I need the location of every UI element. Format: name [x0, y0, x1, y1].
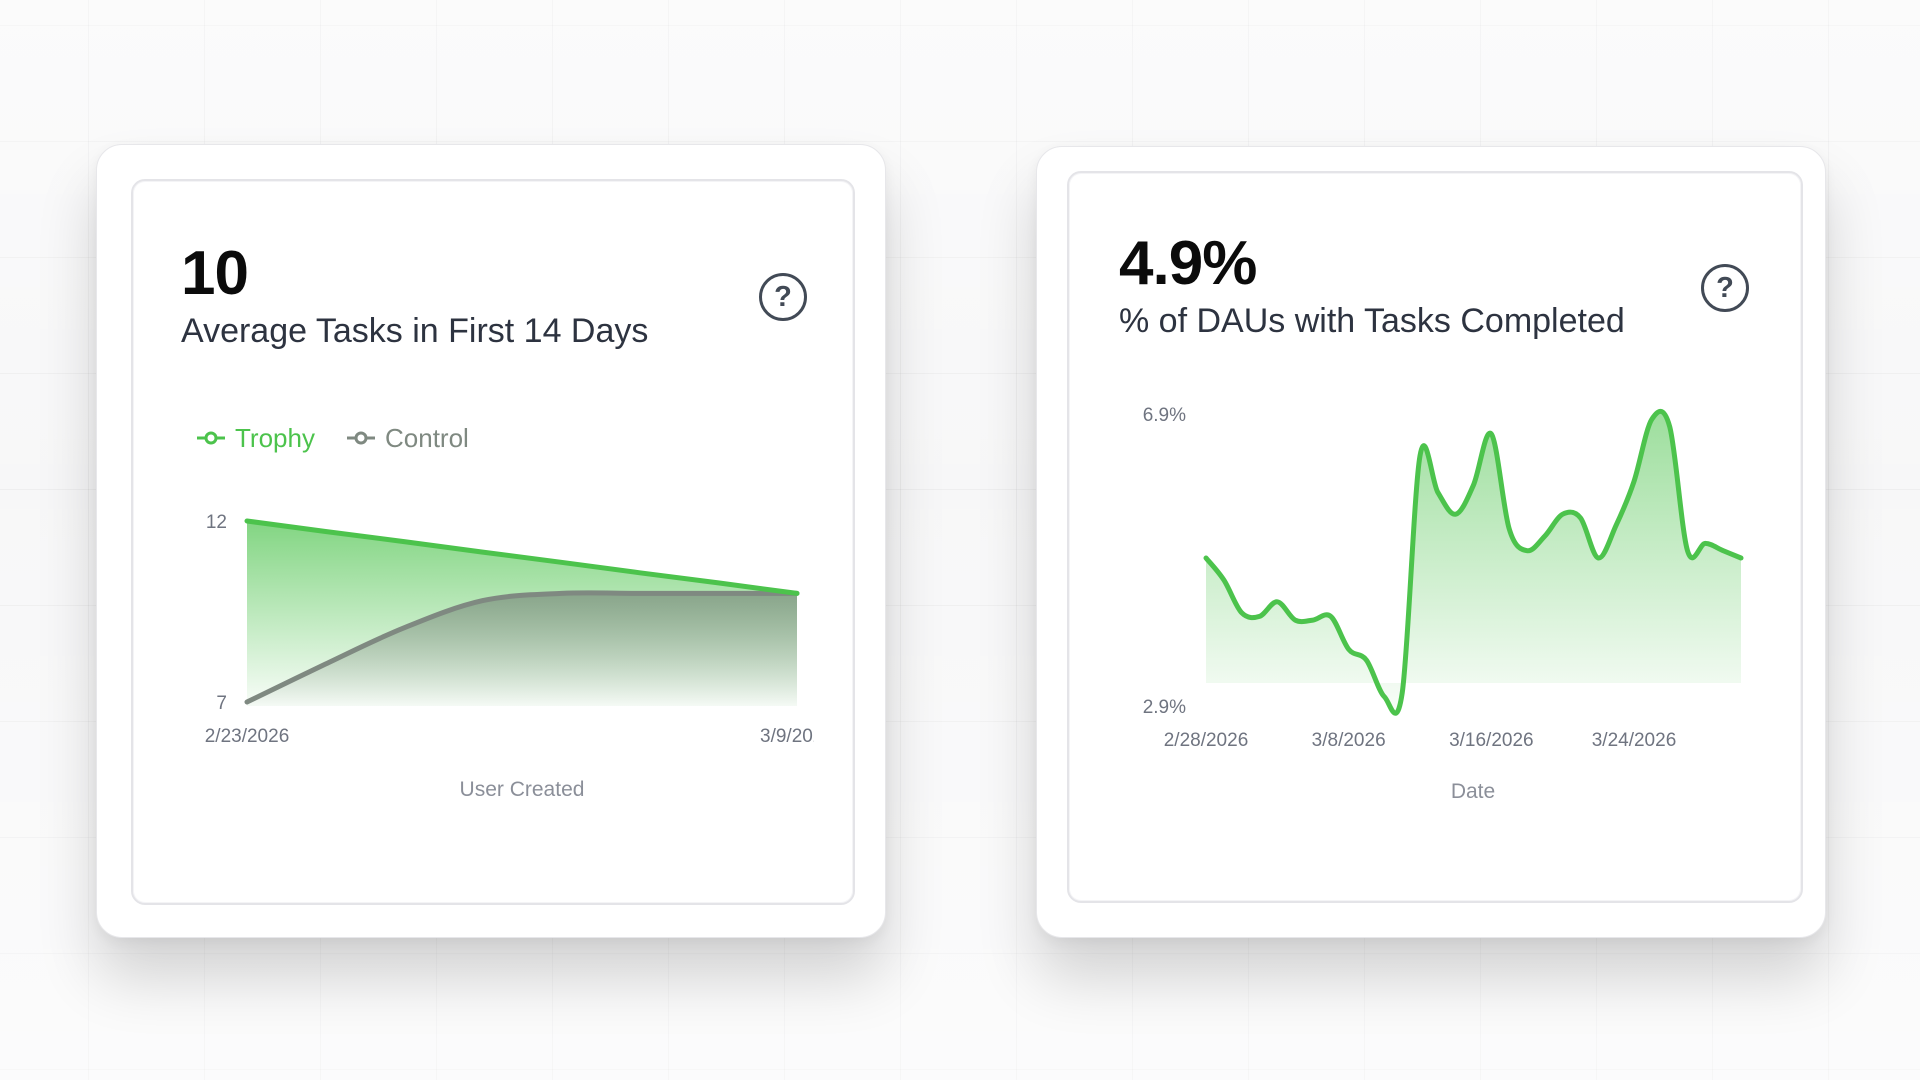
- series-area-control: [247, 592, 797, 706]
- series-line-control: [244, 590, 800, 705]
- y-tick-label: 7: [216, 693, 227, 714]
- question-circle-icon[interactable]: ?: [759, 273, 807, 321]
- series-area: [1206, 411, 1741, 714]
- legend-item-trophy: Trophy: [197, 423, 315, 453]
- legend-item-control: Control: [347, 423, 469, 453]
- legend-label: Control: [385, 423, 469, 453]
- y-tick-label: 2.9%: [1143, 697, 1186, 718]
- x-tick-label: 3/16/2026: [1449, 730, 1534, 751]
- question-circle-icon[interactable]: ?: [1701, 264, 1749, 312]
- legend-marker: [204, 431, 218, 445]
- x-tick-label: 3/9/2026: [760, 726, 834, 747]
- metric-label: % of DAUs with Tasks Completed: [1119, 302, 1625, 340]
- dau-chart: 6.9% 2.9% 2/28/2026 3/8/2026 3/16/2026 3/24/2…: [1143, 405, 1744, 803]
- y-tick-label: 12: [206, 512, 227, 533]
- metric-value: 4.9%: [1119, 229, 1257, 298]
- y-tick-label: 6.9%: [1143, 405, 1186, 426]
- legend-marker: [354, 431, 368, 445]
- metric-value: 10: [181, 239, 249, 308]
- x-axis-title: Date: [1451, 780, 1495, 803]
- metric-card-tasks: 10 Average Tasks in First 14 Days ? Trop…: [96, 144, 886, 938]
- x-tick-label: 2/28/2026: [1164, 730, 1249, 751]
- x-tick-label: 3/8/2026: [1312, 730, 1386, 751]
- metric-card-dau: 4.9% % of DAUs with Tasks Completed ? 6.…: [1036, 146, 1826, 938]
- metric-label: Average Tasks in First 14 Days: [181, 312, 649, 350]
- x-axis-title: User Created: [460, 778, 585, 801]
- tasks-chart: Trophy Control 12 7 2/23/2026 3/9/2026 User Cr…: [197, 423, 834, 801]
- x-tick-label: 2/23/2026: [205, 726, 290, 747]
- metric-card-dau-inner: 4.9% % of DAUs with Tasks Completed ? 6.…: [1067, 171, 1803, 903]
- legend-label: Trophy: [235, 423, 315, 453]
- x-tick-label: 3/24/2026: [1592, 730, 1677, 751]
- metric-card-tasks-inner: 10 Average Tasks in First 14 Days ? Trop…: [131, 179, 855, 905]
- series-line-trophy: [244, 518, 800, 596]
- series-line: [1203, 408, 1744, 716]
